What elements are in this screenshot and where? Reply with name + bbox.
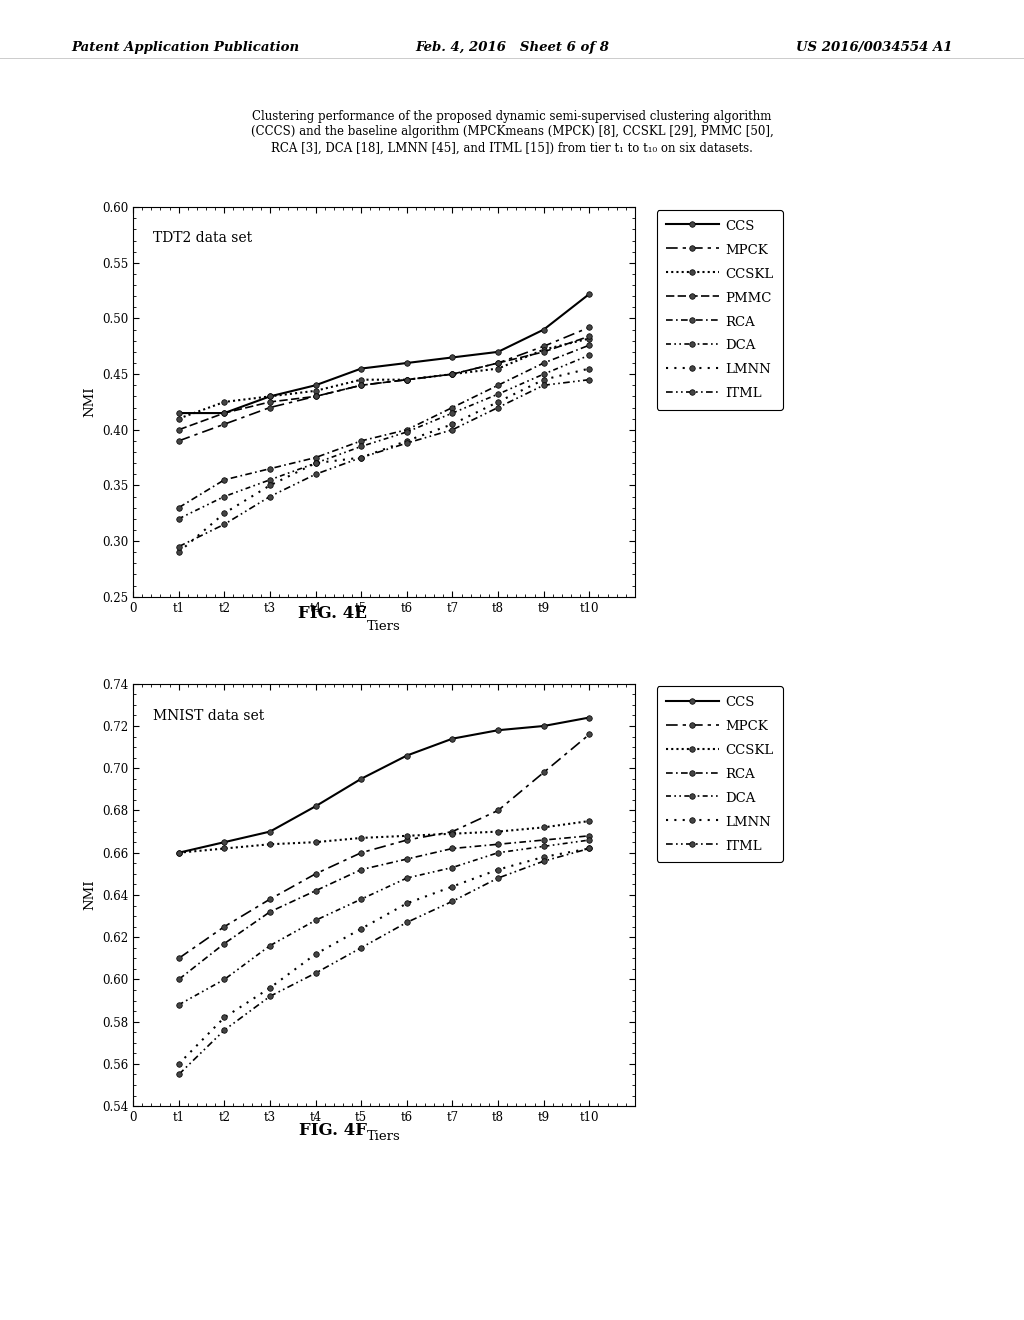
Text: Feb. 4, 2016   Sheet 6 of 8: Feb. 4, 2016 Sheet 6 of 8: [415, 41, 609, 54]
Legend: CCS, MPCK, CCSKL, PMMC, RCA, DCA, LMNN, ITML: CCS, MPCK, CCSKL, PMMC, RCA, DCA, LMNN, …: [656, 210, 782, 409]
Legend: CCS, MPCK, CCSKL, RCA, DCA, LMNN, ITML: CCS, MPCK, CCSKL, RCA, DCA, LMNN, ITML: [656, 686, 782, 862]
Text: Patent Application Publication: Patent Application Publication: [72, 41, 300, 54]
Text: Clustering performance of the proposed dynamic semi-supervised clustering algori: Clustering performance of the proposed d…: [252, 110, 772, 123]
Y-axis label: NMI: NMI: [83, 387, 96, 417]
Y-axis label: NMI: NMI: [83, 879, 96, 911]
Text: TDT2 data set: TDT2 data set: [154, 231, 252, 244]
X-axis label: Tiers: Tiers: [368, 620, 400, 634]
Text: US 2016/0034554 A1: US 2016/0034554 A1: [796, 41, 952, 54]
X-axis label: Tiers: Tiers: [368, 1130, 400, 1143]
Text: RCA [3], DCA [18], LMNN [45], and ITML [15]) from tier t₁ to t₁₀ on six datasets: RCA [3], DCA [18], LMNN [45], and ITML […: [271, 141, 753, 154]
Text: (CCCS) and the baseline algorithm (MPCKmeans (MPCK) [8], CCSKL [29], PMMC [50],: (CCCS) and the baseline algorithm (MPCKm…: [251, 125, 773, 139]
Text: MNIST data set: MNIST data set: [154, 709, 264, 723]
Text: FIG. 4E: FIG. 4E: [298, 605, 368, 622]
Text: FIG. 4F: FIG. 4F: [299, 1122, 367, 1139]
